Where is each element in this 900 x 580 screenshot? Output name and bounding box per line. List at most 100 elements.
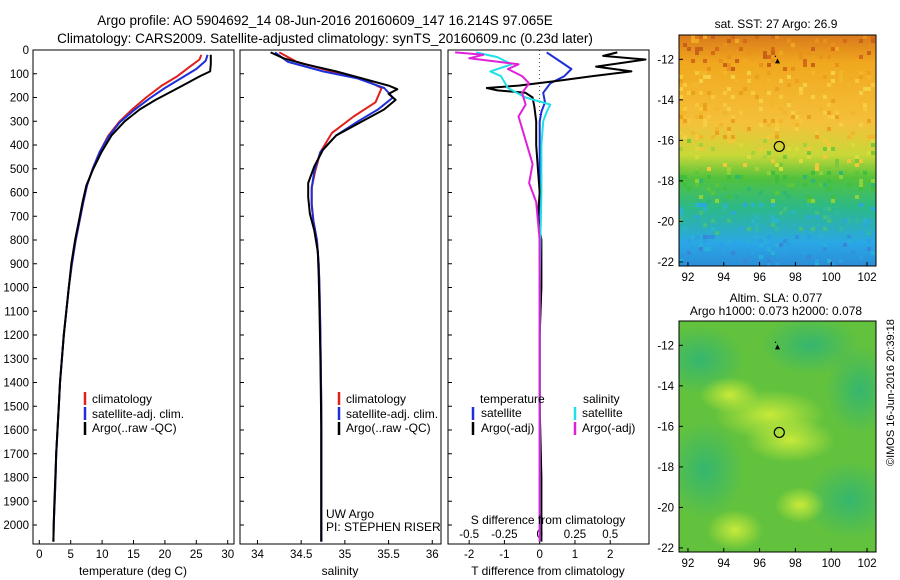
x-tick-label: 34 <box>251 549 264 561</box>
sst-pixel <box>691 247 695 251</box>
sst-pixel <box>711 219 715 223</box>
sst-pixel <box>695 115 699 119</box>
sst-pixel <box>823 207 827 211</box>
sst-pixel <box>823 95 827 99</box>
sst-pixel <box>695 51 699 55</box>
sst-pixel <box>811 199 815 203</box>
sst-pixel <box>811 71 815 75</box>
previous-position-marker <box>775 344 780 350</box>
sst-pixel <box>867 135 871 139</box>
map-x-tick-label: 100 <box>822 272 841 284</box>
sst-pixel <box>727 107 731 111</box>
sst-pixel <box>839 171 843 175</box>
x-tick-label: -2 <box>464 549 474 561</box>
sst-pixel <box>791 67 795 71</box>
sst-pixel <box>727 39 731 43</box>
sst-pixel <box>767 79 771 83</box>
s-diff-tick-label: -0.5 <box>459 529 479 541</box>
sst-pixel <box>871 179 875 183</box>
x-tick-label: 30 <box>221 549 234 561</box>
sst-pixel <box>755 75 759 79</box>
sst-pixel <box>747 71 751 75</box>
sst-pixel <box>791 211 795 215</box>
map-y-tick-label: -14 <box>657 381 674 393</box>
sst-pixel <box>859 159 863 163</box>
sst-pixel <box>755 227 759 231</box>
sst-pixel <box>831 71 835 75</box>
sst-pixel <box>687 187 691 191</box>
x-tick-label: 1 <box>572 549 578 561</box>
sst-pixel <box>731 95 735 99</box>
sst-pixel <box>715 107 719 111</box>
sst-pixel <box>723 103 727 107</box>
header-line-2: Climatology: CARS2009. Satellite-adjuste… <box>57 31 593 46</box>
sst-pixel <box>827 167 831 171</box>
depth-tick-label: 500 <box>10 164 29 176</box>
sst-pixel <box>795 115 799 119</box>
sst-pixel <box>679 87 683 91</box>
sst-pixel <box>827 219 831 223</box>
previous-position-marker <box>775 58 780 64</box>
sst-pixel <box>727 219 731 223</box>
sst-pixel <box>775 127 779 131</box>
x-tick-label: -1 <box>499 549 509 561</box>
sst-pixel <box>687 251 691 255</box>
sst-pixel <box>843 255 847 259</box>
x-tick-label: 25 <box>190 549 203 561</box>
sst-pixel <box>867 151 871 155</box>
sst-pixel <box>715 199 719 203</box>
sst-pixel <box>787 195 791 199</box>
sst-pixel <box>871 135 875 139</box>
sst-pixel <box>763 119 767 123</box>
depth-tick-label: 1000 <box>3 283 29 295</box>
sst-pixel <box>871 39 875 43</box>
map-y-tick-label: -18 <box>657 462 674 474</box>
sst-pixel <box>823 227 827 231</box>
sst-pixel <box>775 87 779 91</box>
sst-pixel <box>695 71 699 75</box>
sst-pixel <box>703 75 707 79</box>
sst-pixel <box>851 131 855 135</box>
sla-map-field <box>679 321 876 552</box>
sst-pixel <box>839 227 843 231</box>
sst-pixel <box>747 155 751 159</box>
sst-pixel <box>695 135 699 139</box>
sst-pixel <box>827 103 831 107</box>
sst-pixel <box>715 127 719 131</box>
sst-pixel <box>803 183 807 187</box>
depth-tick-label: 0 <box>23 45 29 57</box>
sst-pixel <box>695 171 699 175</box>
legend-label: satellite-adj. clim. <box>346 407 438 421</box>
x-tick-label: 0 <box>36 549 42 561</box>
sst-pixel <box>775 175 779 179</box>
sst-pixel <box>715 231 719 235</box>
sst-pixel <box>683 227 687 231</box>
sst-pixel <box>759 191 763 195</box>
sst-pixel <box>703 247 707 251</box>
sst-pixel <box>859 187 863 191</box>
sst-pixel <box>707 235 711 239</box>
sst-pixel <box>691 35 695 39</box>
sst-pixel <box>743 87 747 91</box>
sst-pixel <box>811 47 815 51</box>
series-line-t-argo-adj- <box>485 51 647 542</box>
sst-pixel <box>827 187 831 191</box>
sst-pixel <box>867 71 871 75</box>
series-group <box>52 54 212 542</box>
sst-pixel <box>775 263 779 266</box>
sst-pixel <box>703 107 707 111</box>
map-x-tick-label: 102 <box>857 558 876 570</box>
sst-pixel <box>707 167 711 171</box>
sst-pixel <box>707 91 711 95</box>
s-diff-tick-label: 0.25 <box>564 529 586 541</box>
map-x-tick-label: 96 <box>753 558 766 570</box>
sst-pixel <box>771 203 775 207</box>
legend-title-salinity: salinity <box>583 392 620 406</box>
sst-pixel <box>779 243 783 247</box>
depth-tick-label: 200 <box>10 93 29 105</box>
sst-pixel <box>727 171 731 175</box>
sst-pixel <box>827 115 831 119</box>
sst-pixel <box>691 131 695 135</box>
sst-pixel <box>759 239 763 243</box>
